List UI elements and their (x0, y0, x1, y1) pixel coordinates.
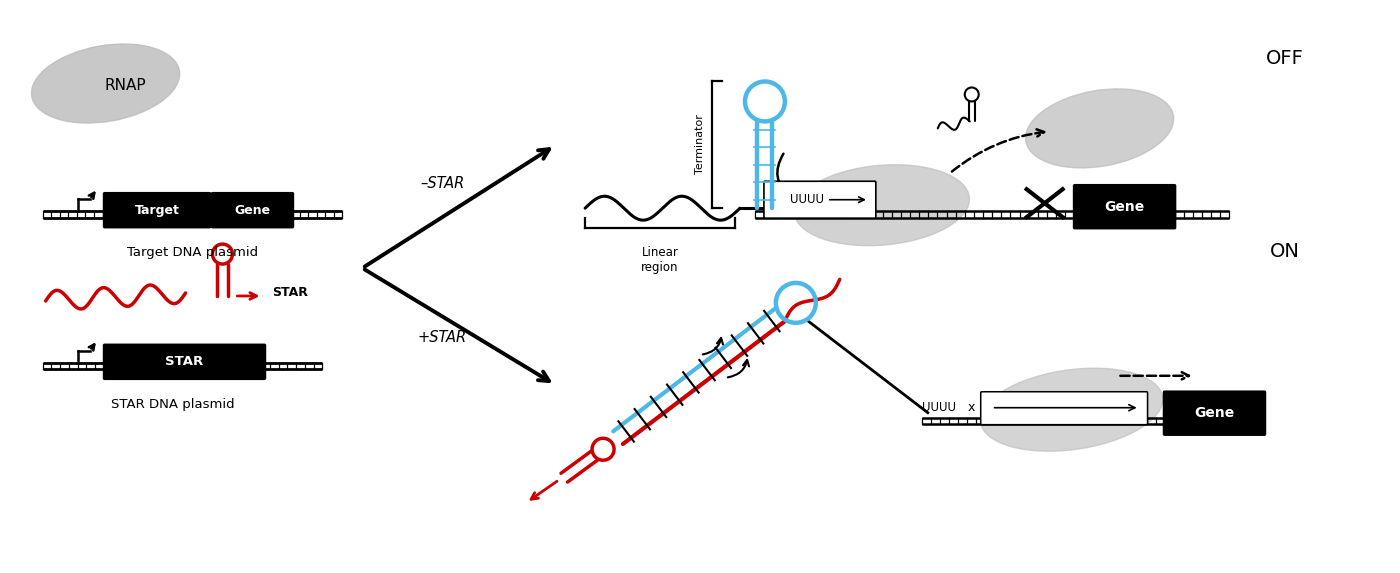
FancyBboxPatch shape (764, 181, 876, 218)
Text: STAR: STAR (165, 355, 203, 368)
Text: ON: ON (1270, 242, 1299, 261)
Text: STAR DNA plasmid: STAR DNA plasmid (111, 398, 234, 411)
Text: Linear
region: Linear region (641, 246, 679, 274)
Text: x: x (967, 401, 976, 414)
Ellipse shape (794, 164, 969, 246)
Text: Target DNA plasmid: Target DNA plasmid (127, 246, 258, 259)
Text: Target: Target (134, 203, 179, 217)
FancyBboxPatch shape (102, 344, 266, 380)
Text: UUUU: UUUU (921, 401, 956, 414)
Text: +STAR: +STAR (417, 331, 466, 346)
FancyBboxPatch shape (102, 192, 211, 229)
Text: OFF: OFF (1266, 49, 1303, 68)
Ellipse shape (980, 368, 1163, 451)
Text: UUUU: UUUU (790, 193, 823, 206)
Text: Gene: Gene (234, 203, 270, 217)
FancyBboxPatch shape (1163, 390, 1266, 436)
Text: STAR: STAR (273, 286, 308, 300)
FancyBboxPatch shape (981, 392, 1148, 425)
Ellipse shape (32, 44, 179, 123)
Text: Gene: Gene (1194, 406, 1235, 420)
FancyBboxPatch shape (210, 192, 294, 229)
Ellipse shape (1026, 89, 1173, 168)
Text: Gene: Gene (1105, 200, 1145, 214)
Text: RNAP: RNAP (105, 78, 147, 93)
Text: Terminator: Terminator (694, 115, 706, 174)
Text: –STAR: –STAR (420, 176, 465, 191)
FancyBboxPatch shape (1072, 184, 1176, 229)
